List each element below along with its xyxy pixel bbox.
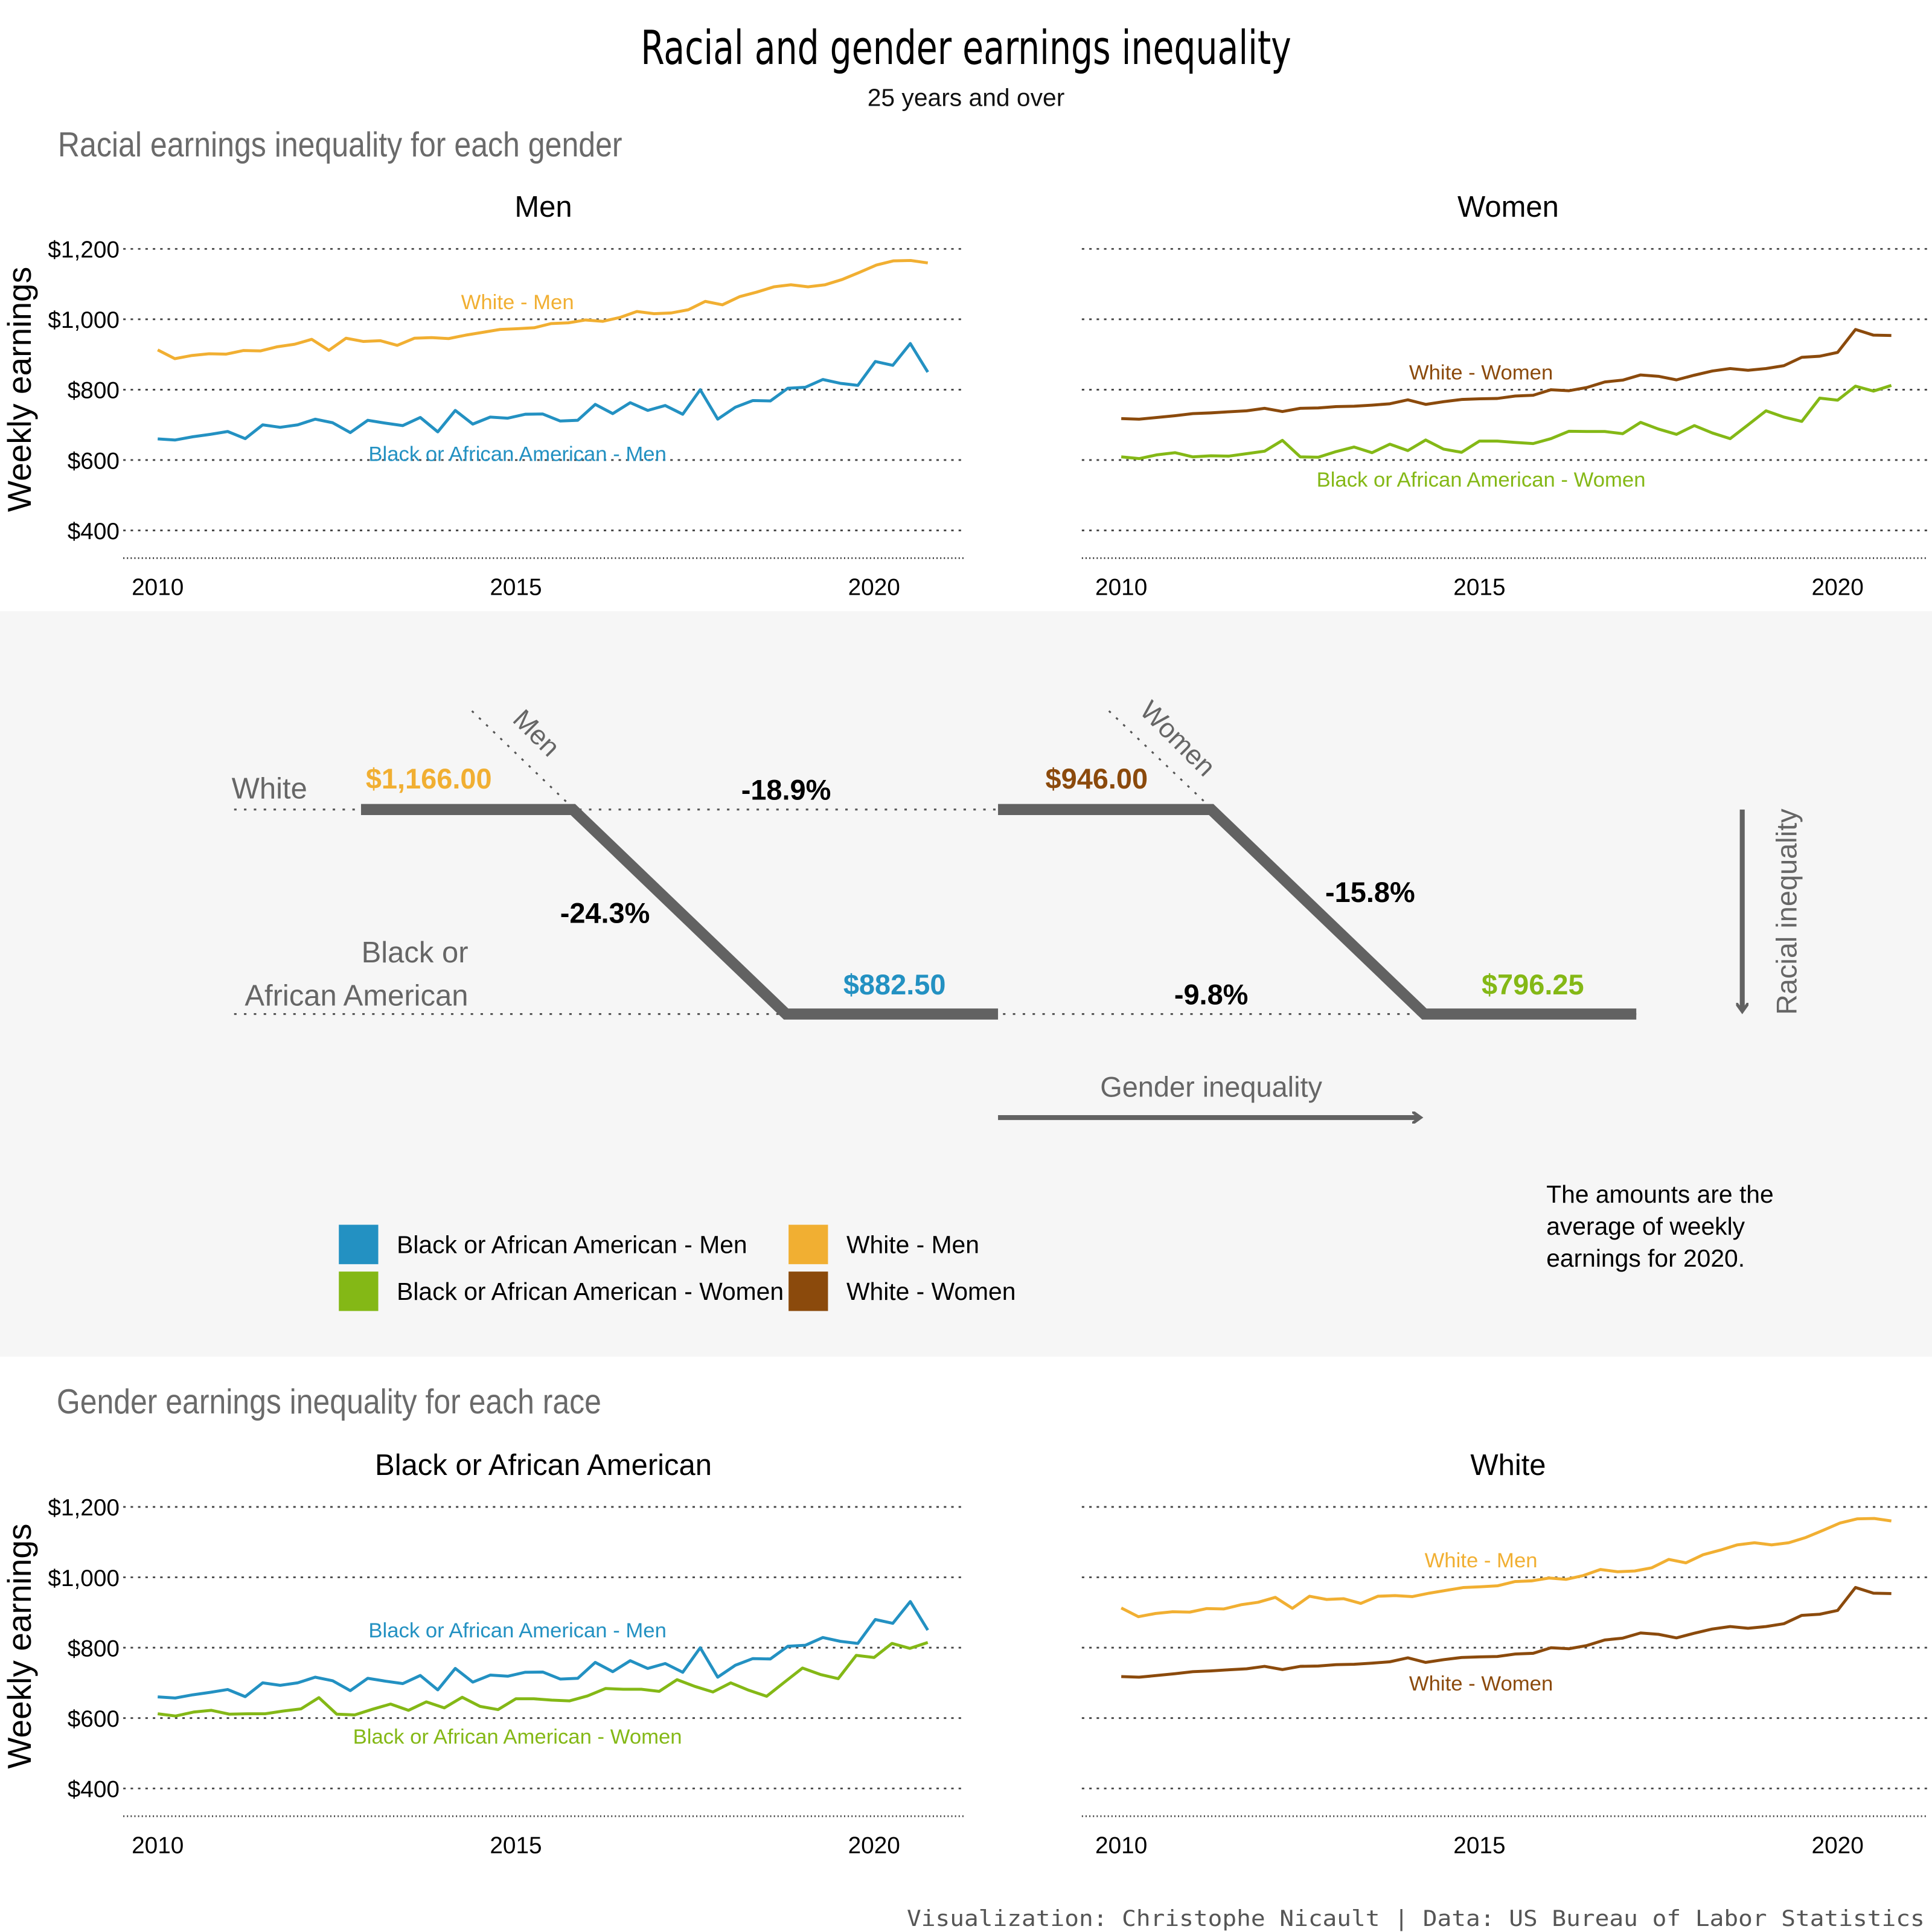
y-tick-label: $400 [68,1777,120,1803]
y-axis-label: Weekly earnings [1,267,38,512]
x-tick-label: 2015 [1453,575,1505,601]
value-black-women: $796.25 [1482,969,1584,1000]
pct-black-gender: -9.8% [1174,979,1249,1010]
x-tick-label: 2010 [1095,575,1147,601]
series-line-black-men [158,1600,929,1700]
series-label-black-women: Black or African American - Women [1317,469,1646,491]
women-line-chart: Women 2010 2015 2020 White - Women Black or A… [1081,191,1928,601]
legend-label-black-men: Black or African American - Men [397,1231,747,1259]
source-caption: Visualization: Christophe Nicault | Data… [907,1905,1925,1932]
value-black-men: $882.50 [843,969,946,1000]
legend-swatch-black-women [339,1271,379,1311]
x-tick-label: 2020 [1812,1832,1864,1858]
men-slope-line [360,804,999,1020]
series-label-white-men: White - Men [1425,1549,1538,1572]
y-tick-label: $800 [68,1636,120,1662]
legend-swatch-white-women [788,1271,828,1311]
series-label-black-men: Black or African American - Men [368,1619,667,1642]
value-white-men: $1,166.00 [366,763,492,795]
chart-subtitle: 25 years and over [868,84,1065,112]
value-white-women: $946.00 [1046,763,1148,795]
pct-white-gender: -18.9% [741,774,831,805]
y-tick-label: $1,200 [48,1495,120,1521]
y-tick-label: $600 [68,448,120,474]
x-tick-label: 2010 [132,1832,184,1858]
racial-section-heading: Racial earnings inequality for each gend… [58,126,622,164]
series-label-white-men: White - Men [461,291,574,314]
series-line-black-women [1121,384,1892,461]
y-tick-label: $1,000 [48,307,120,333]
black-line-chart: Black or African American $400 $600 $800 $1,… [1,1449,965,1858]
women-slope-line [998,804,1637,1020]
row-label-white: White [232,772,307,805]
row-label-black-line1: Black or [362,936,469,969]
x-tick-label: 2015 [490,575,542,601]
legend-label-white-men: White - Men [846,1231,979,1259]
series-line-white-men [1121,1517,1892,1619]
series-line-white-men [157,258,929,360]
pct-women-racial: -15.8% [1325,877,1415,908]
y-tick-label: $1,200 [48,237,120,263]
series-label-white-women: White - Women [1409,1672,1553,1695]
note-line-1: The amounts are the [1546,1180,1773,1208]
x-tick-label: 2015 [490,1832,542,1858]
men-line-chart: Men $400 $600 $800 $1,000 $1,200 2010 2015 2020 W… [1,191,965,601]
y-tick-label: $400 [68,519,120,545]
series-label-black-men: Black or African American - Men [368,443,667,465]
series-label-black-women: Black or African American - Women [353,1726,682,1748]
x-tick-label: 2020 [848,1832,900,1858]
pct-men-racial: -24.3% [560,898,650,929]
x-tick-label: 2010 [132,575,184,601]
x-tick-label: 2010 [1095,1832,1147,1858]
series-line-white-women [1121,328,1892,421]
series-line-black-women [157,1641,929,1718]
note-line-2: average of weekly [1546,1212,1745,1240]
y-tick-label: $1,000 [48,1566,120,1591]
x-tick-label: 2020 [1812,575,1864,601]
gender-section-heading: Gender earnings inequality for each race [57,1383,601,1421]
chart-1-title: Women [1457,191,1559,223]
racial-inequality-label: Racial inequality [1771,808,1803,1015]
series-line-white-women [1121,1585,1892,1679]
note-line-3: earnings for 2020. [1546,1244,1745,1272]
y-tick-label: $600 [68,1706,120,1732]
series-label-white-women: White - Women [1409,362,1553,385]
legend-swatch-white-men [788,1224,828,1264]
chart-3-title: White [1470,1449,1546,1482]
y-tick-label: $800 [68,378,120,404]
chart-2-title: Black or African American [375,1449,712,1482]
gender-inequality-label: Gender inequality [1100,1071,1322,1102]
slope-panel: White Black or African American Men Wome… [0,611,1932,1357]
chart-title: Racial and gender earnings inequality [641,21,1291,75]
legend-label-black-women: Black or African American - Women [397,1278,784,1305]
legend: Black or African American - Men White - … [339,1224,1016,1311]
y-axis-label: Weekly earnings [1,1523,38,1768]
x-tick-label: 2015 [1453,1832,1505,1858]
slope-panel-background [0,611,1932,1357]
chart-0-title: Men [514,191,572,223]
legend-swatch-black-men [339,1224,379,1264]
x-tick-label: 2020 [848,575,900,601]
legend-label-white-women: White - Women [846,1278,1016,1305]
row-label-black-line2: African American [245,979,468,1012]
white-line-chart: White 2010 2015 2020 White - Men White - Wome… [1081,1449,1928,1858]
series-line-black-men [158,342,929,442]
